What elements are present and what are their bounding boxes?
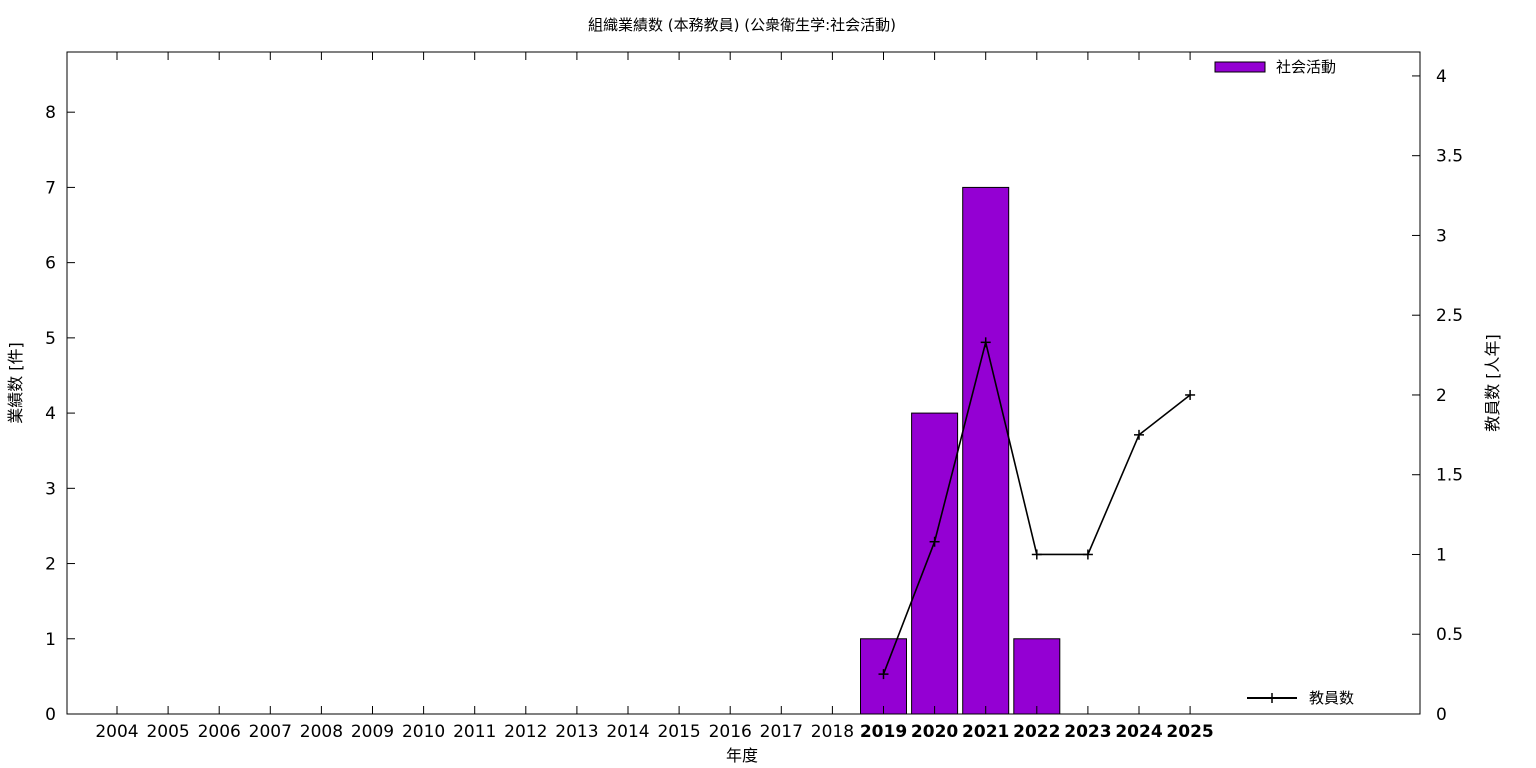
x-tick-label: 2023 (1064, 722, 1111, 742)
y-tick-label: 2 (45, 555, 56, 575)
y-tick-label: 7 (45, 178, 56, 198)
y2-axis-label: 教員数 [人年] (1483, 334, 1502, 432)
x-tick-label: 2015 (657, 722, 700, 742)
y2-tick-label: 3 (1436, 226, 1447, 246)
line-point-2019 (878, 669, 889, 680)
x-axis-label: 年度 (726, 746, 758, 765)
legend-bar-label: 社会活動 (1276, 58, 1336, 76)
line-point-2025 (1185, 389, 1196, 400)
legend-bar: 社会活動 (1214, 58, 1336, 76)
legend-line-label: 教員数 (1309, 689, 1354, 707)
y2-tick-label: 1.5 (1436, 466, 1463, 486)
line-point-2022 (1031, 549, 1042, 560)
y-tick-label: 6 (45, 254, 56, 274)
y2-tick-label: 1 (1436, 545, 1447, 565)
x-tick-label: 2005 (146, 722, 189, 742)
x-tick-label: 2013 (555, 722, 598, 742)
y2-tick-label: 2.5 (1436, 306, 1463, 326)
line-point-2023 (1082, 549, 1093, 560)
y2-tick-label: 4 (1436, 67, 1447, 87)
line-point-2024 (1134, 429, 1144, 440)
legend-bar-swatch (1214, 61, 1266, 73)
y2-tick-label: 2 (1436, 386, 1447, 406)
x-tick-label: 2004 (95, 722, 138, 742)
bar-2020 (911, 412, 959, 715)
x-tick-label: 2021 (962, 722, 1009, 742)
x-tick-label: 2012 (504, 722, 547, 742)
ticks-layer: 0 1 2 3 4 5 6 7 8 0 0.5 1 1.5 2 2.5 3 3.5 4 2004 2005 2006 20… (45, 52, 1463, 742)
y-tick-label: 4 (45, 404, 56, 424)
y-tick-label: 0 (45, 705, 56, 725)
line-point-2020 (929, 536, 940, 547)
y-tick-label: 8 (45, 103, 56, 123)
y-tick-label: 1 (45, 630, 56, 650)
x-tick-label: 2010 (402, 722, 445, 742)
y-axis-label: 業績数 [件] (6, 342, 25, 424)
plot-frame (66, 51, 1421, 715)
y2-tick-label: 3.5 (1436, 147, 1463, 167)
x-tick-label: 2022 (1013, 722, 1060, 742)
x-tick-label: 2006 (198, 722, 241, 742)
x-tick-label: 2008 (300, 722, 343, 742)
line-layer (878, 337, 1196, 680)
y2-tick-label: 0.5 (1436, 625, 1463, 645)
y-tick-label: 5 (45, 329, 56, 349)
y-tick-label: 3 (45, 479, 56, 499)
legend-line: 教員数 (1247, 689, 1354, 707)
chart-title: 組織業績数 (本務教員) (公衆衛生学:社会活動) (588, 16, 896, 34)
x-tick-label: 2025 (1166, 722, 1213, 742)
x-tick-label: 2024 (1115, 722, 1162, 742)
bar-2022 (1013, 638, 1061, 715)
x-tick-label: 2009 (351, 722, 394, 742)
y2-tick-label: 0 (1436, 705, 1447, 725)
bar-2021 (962, 186, 1010, 715)
x-tick-label: 2016 (709, 722, 752, 742)
x-tick-label: 2017 (760, 722, 803, 742)
x-tick-label: 2018 (811, 722, 854, 742)
bars-layer (860, 186, 1061, 715)
x-tick-label: 2019 (860, 722, 907, 742)
line-point-2021 (980, 337, 991, 348)
x-tick-label: 2011 (453, 722, 496, 742)
x-tick-label: 2007 (249, 722, 292, 742)
x-tick-label: 2014 (606, 722, 649, 742)
x-tick-label: 2020 (911, 722, 958, 742)
